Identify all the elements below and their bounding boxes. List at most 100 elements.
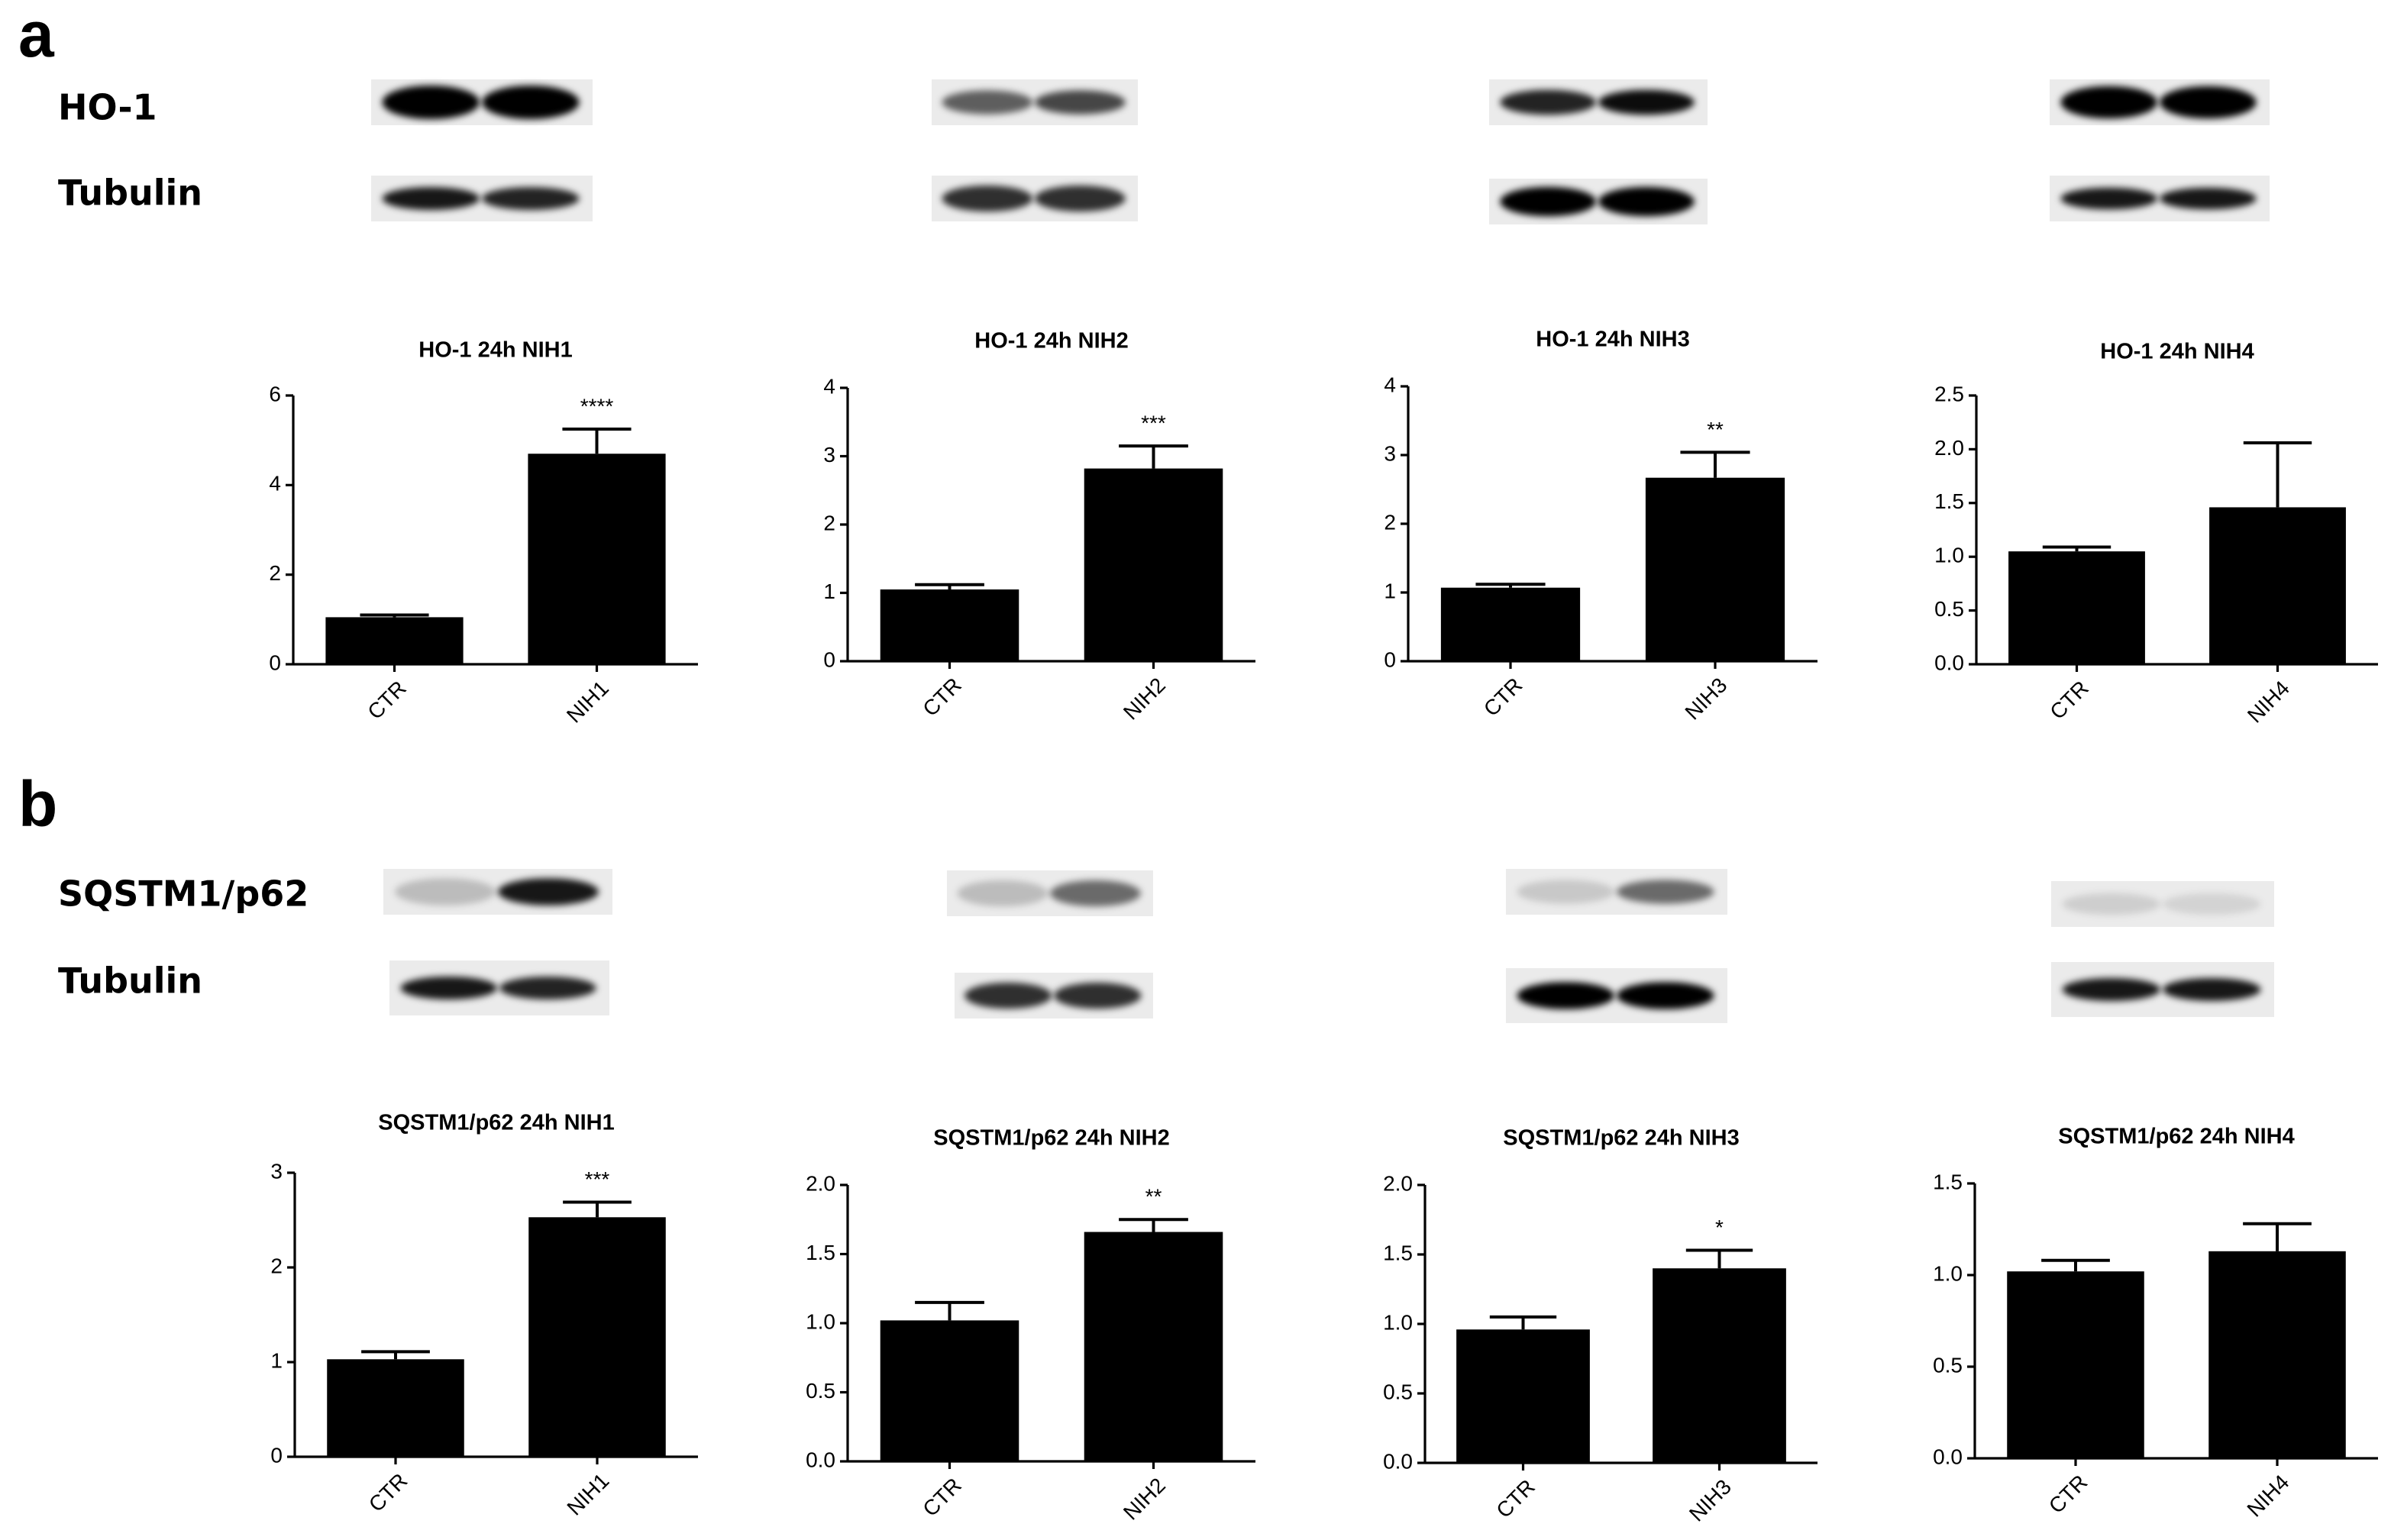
y-tick-label: 1 bbox=[270, 1348, 283, 1372]
bar bbox=[325, 617, 464, 664]
blot-band bbox=[1598, 89, 1695, 115]
blot-band bbox=[400, 977, 498, 999]
y-tick-label: 1.0 bbox=[1933, 1261, 1963, 1285]
y-tick-label: 0 bbox=[270, 1443, 283, 1467]
y-tick-label: 2 bbox=[1384, 510, 1396, 534]
x-tick-label: NIH1 bbox=[562, 1469, 613, 1520]
bar bbox=[1645, 477, 1785, 661]
blot-band bbox=[957, 880, 1048, 907]
x-tick-label: NIH4 bbox=[2242, 1471, 2293, 1522]
chart-title: SQSTM1/p62 24h NIH3 bbox=[1503, 1126, 1739, 1151]
y-tick-label: 0.0 bbox=[806, 1448, 835, 1471]
blot-band bbox=[1517, 880, 1615, 904]
chart-title: SQSTM1/p62 24h NIH1 bbox=[378, 1111, 614, 1135]
bar-chart: SQSTM1/p62 24h NIH1 0 1 2 3 CTR NIH1 *** bbox=[270, 1111, 698, 1520]
y-tick-label: 3 bbox=[1384, 441, 1396, 465]
x-tick-label: CTR bbox=[1491, 1475, 1540, 1523]
y-tick-label: 1.5 bbox=[1383, 1241, 1413, 1264]
chart-title: SQSTM1/p62 24h NIH2 bbox=[933, 1126, 1169, 1151]
y-tick-label: 6 bbox=[269, 382, 281, 405]
blot-band bbox=[1517, 982, 1615, 1009]
y-tick-label: 1.0 bbox=[1934, 544, 1964, 567]
blot-band bbox=[2160, 187, 2257, 210]
y-tick-label: 0.5 bbox=[1383, 1380, 1413, 1403]
blot-band bbox=[482, 187, 580, 210]
y-tick-label: 2.0 bbox=[1934, 436, 1964, 460]
significance-label: ** bbox=[1145, 1185, 1162, 1209]
blot-label: Tubulin bbox=[58, 173, 202, 214]
y-tick-label: 1.5 bbox=[1933, 1170, 1963, 1193]
significance-label: *** bbox=[1141, 411, 1166, 434]
bar-chart: HO-1 24h NIH4 0.0 0.5 1.0 1.5 2.0 2.5 CTR NIH4 bbox=[1934, 340, 2378, 728]
bar bbox=[2008, 551, 2145, 664]
panel-label: b bbox=[18, 768, 57, 840]
bar bbox=[1653, 1268, 1786, 1463]
y-tick-label: 2 bbox=[270, 1254, 283, 1277]
chart-title: HO-1 24h NIH2 bbox=[974, 329, 1128, 354]
blot-band bbox=[942, 185, 1033, 212]
y-tick-label: 0 bbox=[269, 651, 281, 674]
chart-title: HO-1 24h NIH3 bbox=[1536, 328, 1689, 352]
blot-band bbox=[2163, 893, 2261, 915]
blot-band bbox=[1500, 186, 1597, 217]
y-tick-label: 0.5 bbox=[1933, 1353, 1963, 1377]
y-tick-label: 2 bbox=[269, 561, 281, 585]
y-tick-label: 4 bbox=[269, 472, 281, 496]
bar bbox=[528, 1217, 666, 1457]
blots bbox=[371, 79, 2274, 1023]
y-tick-label: 3 bbox=[270, 1159, 283, 1183]
y-tick-label: 1.5 bbox=[1934, 489, 1964, 513]
blot-band bbox=[2163, 978, 2261, 1001]
bar-chart: SQSTM1/p62 24h NIH2 0.0 0.5 1.0 1.5 2.0 CTR NIH… bbox=[806, 1126, 1255, 1525]
bar-chart: HO-1 24h NIH2 0 1 2 3 4 CTR NIH2 *** bbox=[823, 329, 1255, 725]
blot-band bbox=[499, 977, 596, 999]
y-tick-label: 1 bbox=[1384, 579, 1396, 602]
blot-band bbox=[1500, 89, 1597, 115]
blot-band bbox=[382, 86, 480, 119]
bar bbox=[2208, 1251, 2346, 1458]
y-tick-label: 4 bbox=[823, 374, 835, 398]
blot-band bbox=[2060, 187, 2158, 210]
y-tick-label: 2.5 bbox=[1934, 382, 1964, 405]
y-tick-label: 1.0 bbox=[806, 1309, 835, 1333]
blot-band bbox=[2062, 978, 2161, 1001]
blot-label: Tubulin bbox=[58, 960, 202, 1002]
blot-band bbox=[1617, 982, 1714, 1009]
y-tick-label: 0.5 bbox=[806, 1379, 835, 1403]
y-tick-label: 3 bbox=[823, 443, 835, 467]
bar bbox=[2007, 1271, 2144, 1458]
y-tick-label: 1 bbox=[823, 580, 835, 603]
chart-title: HO-1 24h NIH4 bbox=[2100, 340, 2254, 364]
blot-band bbox=[1617, 880, 1714, 904]
y-tick-label: 0 bbox=[1384, 647, 1396, 671]
y-tick-label: 2.0 bbox=[806, 1171, 835, 1195]
y-tick-label: 1.0 bbox=[1383, 1310, 1413, 1334]
bar bbox=[1084, 468, 1223, 661]
blot-band bbox=[1035, 185, 1126, 212]
bar-chart: SQSTM1/p62 24h NIH4 0.0 0.5 1.0 1.5 CTR NIH4 bbox=[1933, 1125, 2378, 1522]
bar-chart: HO-1 24h NIH1 0 2 4 6 CTR NIH1 **** bbox=[269, 338, 698, 728]
x-tick-label: NIH3 bbox=[1685, 1475, 1736, 1526]
y-tick-label: 2 bbox=[823, 511, 835, 534]
x-tick-label: NIH2 bbox=[1119, 1474, 1170, 1525]
y-tick-label: 0.0 bbox=[1934, 651, 1964, 674]
significance-label: ** bbox=[1707, 418, 1724, 441]
blot-band bbox=[1050, 880, 1141, 907]
blot-label: HO-1 bbox=[58, 87, 157, 128]
bar bbox=[880, 1320, 1019, 1461]
x-tick-label: CTR bbox=[363, 676, 411, 725]
blot-band bbox=[964, 982, 1052, 1009]
x-tick-label: NIH4 bbox=[2243, 676, 2294, 728]
blot-band bbox=[482, 86, 580, 119]
bar bbox=[327, 1359, 464, 1457]
x-tick-label: CTR bbox=[364, 1469, 412, 1517]
bar-chart: HO-1 24h NIH3 0 1 2 3 4 CTR NIH3 ** bbox=[1384, 328, 1817, 725]
x-tick-label: CTR bbox=[1479, 673, 1527, 722]
blot-band bbox=[1054, 982, 1142, 1009]
bar bbox=[1440, 587, 1581, 661]
bar bbox=[2209, 507, 2346, 664]
y-tick-label: 4 bbox=[1384, 373, 1396, 396]
significance-label: *** bbox=[585, 1167, 610, 1191]
